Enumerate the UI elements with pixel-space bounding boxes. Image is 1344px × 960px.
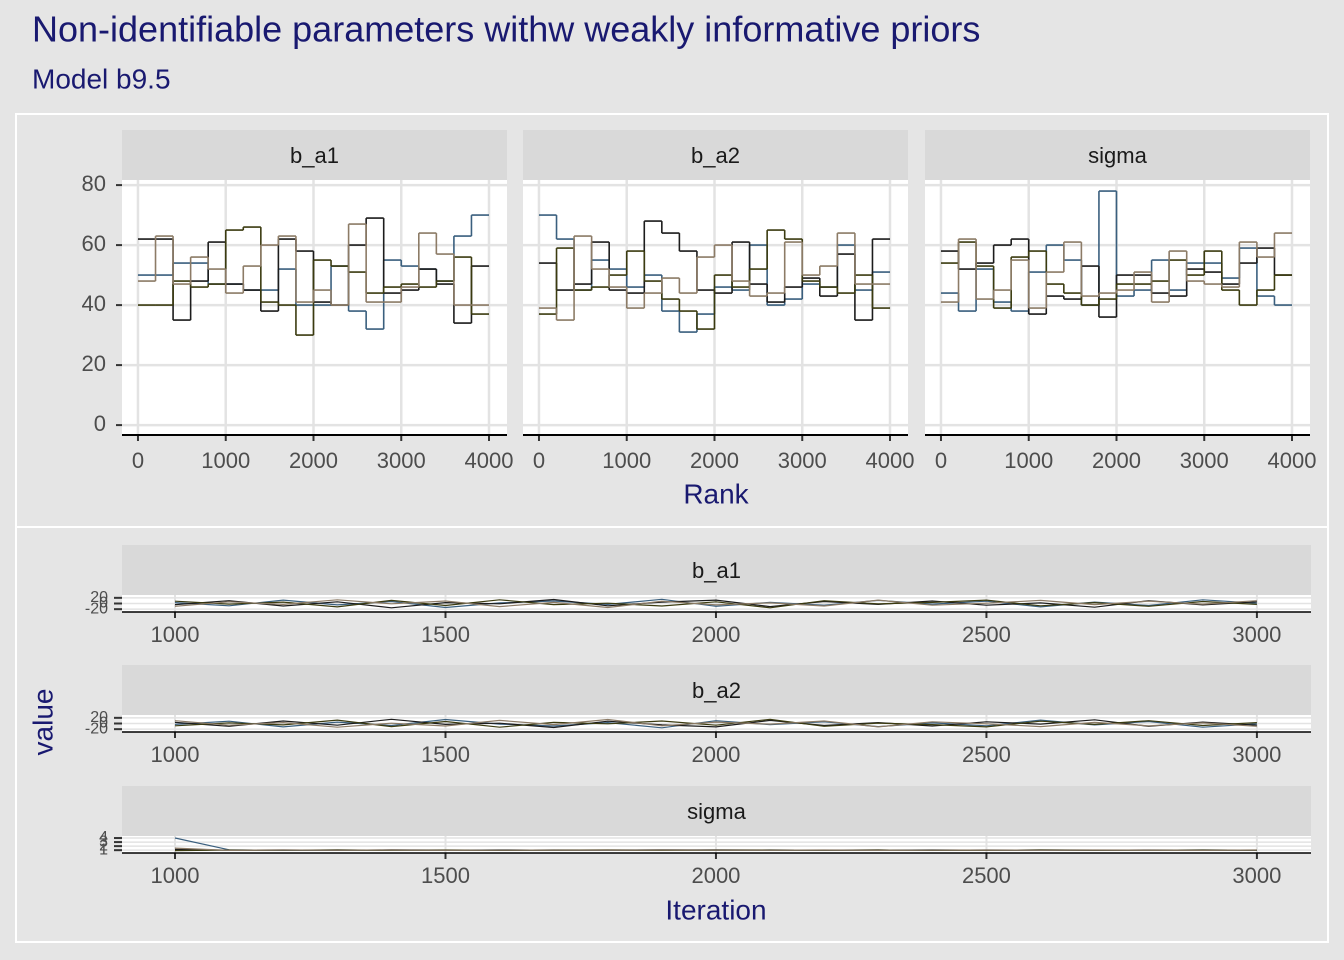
strip-label: b_a1 — [290, 143, 339, 168]
strip-label: sigma — [1088, 143, 1147, 168]
x-tick-label: 1500 — [421, 863, 470, 888]
x-tick-label: 0 — [935, 448, 947, 473]
x-tick-label: 2500 — [962, 622, 1011, 647]
strip — [122, 545, 1311, 595]
trace-line — [174, 847, 1257, 851]
y-tick-label: 80 — [82, 171, 106, 196]
x-tick-label: 0 — [132, 448, 144, 473]
x-tick-label: 3000 — [778, 448, 827, 473]
x-tick-label: 1000 — [1004, 448, 1053, 473]
x-tick-label: 2000 — [691, 863, 740, 888]
y-tick-label: 0 — [99, 595, 108, 612]
trace-line — [174, 718, 1257, 729]
y-tick-label: 3 — [99, 833, 108, 850]
x-tick-label: 2000 — [1092, 448, 1141, 473]
strip-label: b_a1 — [692, 558, 741, 583]
x-tick-label: 3000 — [1180, 448, 1229, 473]
y-tick-label: 40 — [82, 291, 106, 316]
trace-line — [174, 598, 1257, 609]
x-tick-label: 4000 — [465, 448, 514, 473]
y-axis-title: value — [27, 689, 58, 756]
x-tick-label: 2500 — [962, 742, 1011, 767]
y-tick-label: 20 — [90, 589, 108, 606]
y-tick-label: 1 — [99, 841, 108, 858]
x-axis-title: Rank — [683, 478, 749, 509]
strip — [122, 786, 1311, 836]
y-tick-label: 20 — [82, 351, 106, 376]
title: Non-identifiable parameters withw weakly… — [32, 9, 980, 50]
x-tick-label: 2000 — [691, 622, 740, 647]
strip-label: b_a2 — [692, 678, 741, 703]
x-tick-label: 1000 — [201, 448, 250, 473]
y-tick-label: 0 — [94, 411, 106, 436]
x-tick-label: 4000 — [1268, 448, 1317, 473]
y-tick-label: -20 — [85, 720, 108, 737]
strip-label: b_a2 — [691, 143, 740, 168]
x-tick-label: 4000 — [866, 448, 915, 473]
strip-label: sigma — [687, 799, 746, 824]
strip — [523, 130, 908, 180]
y-tick-label: 0 — [99, 715, 108, 732]
x-tick-label: 1000 — [151, 863, 200, 888]
x-axis-title: Iteration — [665, 894, 766, 925]
x-tick-label: 0 — [533, 448, 545, 473]
x-tick-label: 1000 — [151, 622, 200, 647]
strip — [122, 130, 507, 180]
x-tick-label: 2000 — [690, 448, 739, 473]
y-tick-label: 60 — [82, 231, 106, 256]
strip — [925, 130, 1310, 180]
y-tick-label: 2 — [99, 837, 108, 854]
panel-box — [15, 526, 1329, 943]
x-tick-label: 3000 — [377, 448, 426, 473]
strip — [122, 665, 1311, 715]
y-tick-label: -20 — [85, 600, 108, 617]
x-tick-label: 1000 — [151, 742, 200, 767]
subtitle: Model b9.5 — [32, 63, 171, 94]
x-tick-label: 3000 — [1232, 742, 1281, 767]
trace-line — [174, 599, 1257, 609]
x-tick-label: 2500 — [962, 863, 1011, 888]
x-tick-label: 1500 — [421, 622, 470, 647]
x-tick-label: 1500 — [421, 742, 470, 767]
x-tick-label: 1000 — [602, 448, 651, 473]
x-tick-label: 3000 — [1232, 863, 1281, 888]
x-tick-label: 3000 — [1232, 622, 1281, 647]
x-tick-label: 2000 — [289, 448, 338, 473]
trace-line — [174, 718, 1257, 728]
y-tick-label: 4 — [99, 829, 108, 846]
y-tick-label: 20 — [90, 709, 108, 726]
x-tick-label: 2000 — [691, 742, 740, 767]
